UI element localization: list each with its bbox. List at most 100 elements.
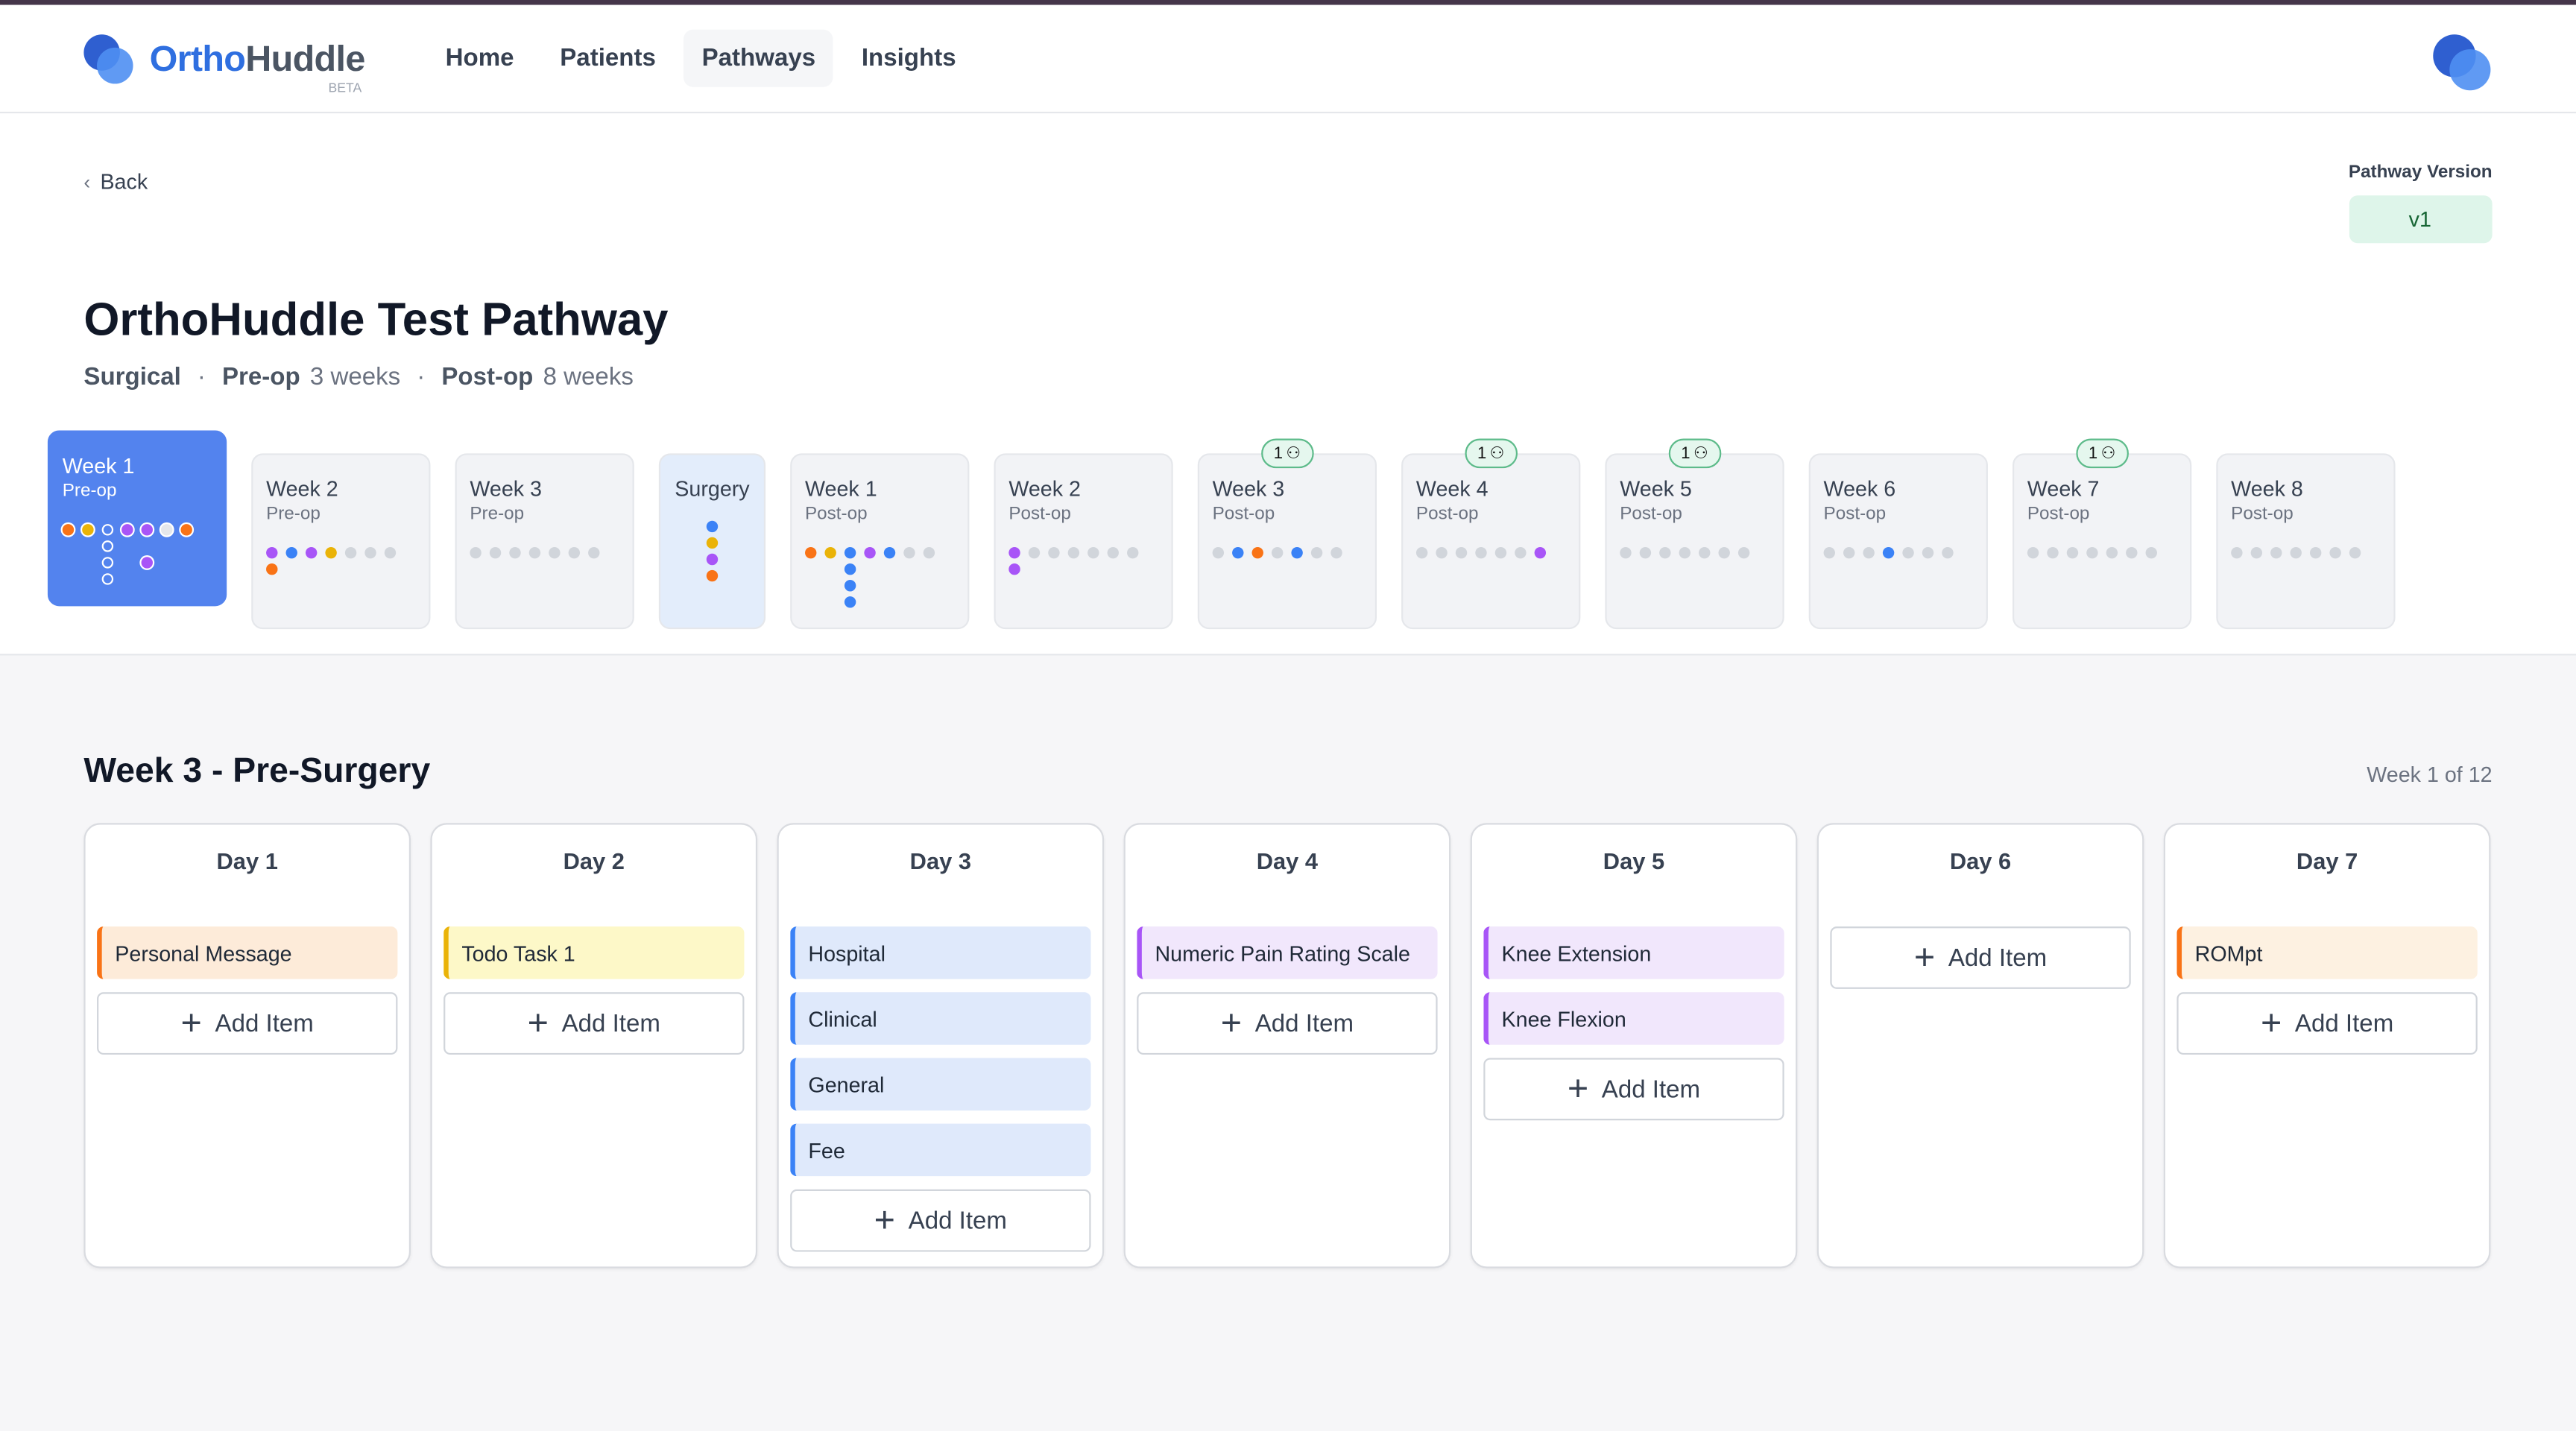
add-item-button[interactable]: + Add Item [1483,1058,1784,1121]
add-item-button[interactable]: + Add Item [1830,926,2131,989]
item-dots [805,546,955,608]
plus-icon: + [1913,936,1936,978]
item-dots [266,546,416,575]
week-card[interactable]: 1 ⚇ Week 7 Post-op [2012,438,2192,630]
pathway-item[interactable]: Fee [790,1123,1091,1177]
add-item-label: Add Item [1254,1009,1354,1037]
day-column: Day 2 Todo Task 1 + Add Item [430,823,758,1269]
item-dot [509,546,521,559]
dot-column [1515,546,1527,559]
pathway-item[interactable]: ROMpt [2176,926,2478,979]
patient-count[interactable]: 1 [2088,444,2098,463]
dot-column [1942,546,1954,559]
pathway-item[interactable]: Clinical [790,992,1091,1045]
dot-column [364,546,376,575]
item-dot [285,546,297,559]
dot-column [2145,546,2157,559]
item-dot [844,596,856,608]
dot-column [528,546,541,559]
item-dot [706,569,719,582]
add-item-button[interactable]: + Add Item [443,992,745,1055]
week-card[interactable]: Week 1 Pre-op [47,430,227,607]
pathway-item[interactable]: Personal Message [97,926,398,979]
week-card[interactable]: Week 6 Post-op [1808,453,1988,630]
back-link[interactable]: ‹ Back [83,169,148,194]
pathway-version-select[interactable]: v1 [2348,195,2492,244]
patient-count-badge: 1 ⚇ [1667,438,1722,469]
nav-patients[interactable]: Patients [560,44,656,72]
patient-count[interactable]: 1 [1273,444,1283,463]
brand-part-ortho: Ortho [149,37,246,78]
dot-column [1436,546,1448,559]
dot-column [141,524,153,585]
item-dot [549,546,561,559]
week-card[interactable]: Week 2 Post-op [994,453,1173,630]
week-card-title: Week 3 [470,476,543,502]
week-card[interactable]: 1 ⚇ Week 4 Post-op [1401,438,1581,630]
item-dot [883,546,896,559]
day-column: Day 4 Numeric Pain Rating Scale + Add Item [1123,823,1451,1269]
nav-insights[interactable]: Insights [861,44,956,72]
add-item-button[interactable]: + Add Item [790,1189,1091,1252]
week-card[interactable]: Week 3 Pre-op [455,453,634,630]
user-avatar[interactable] [2433,34,2492,91]
week-card-phase: Pre-op [470,504,525,525]
pathway-version: Pathway Version v1 [2348,162,2493,244]
dot-column [1048,546,1060,575]
item-dot [1232,546,1244,559]
pathway-item[interactable]: Todo Task 1 [443,926,745,979]
back-label: Back [100,169,148,195]
item-dot [364,546,376,559]
dot-column [509,546,521,559]
nav-home[interactable]: Home [445,44,514,72]
dot-column [1067,546,1080,575]
week-card[interactable]: Week 8 Post-op [2216,453,2396,630]
add-item-button[interactable]: + Add Item [97,992,398,1055]
add-item-button[interactable]: + Add Item [2176,992,2478,1055]
dot-column [1639,546,1652,559]
pathway-item[interactable]: Knee Flexion [1483,992,1784,1045]
dot-column [1699,546,1711,559]
dot-column [2349,546,2361,559]
week-card-title: Week 8 [2231,476,2303,502]
pathway-item[interactable]: Knee Extension [1483,926,1784,979]
patient-count[interactable]: 1 [1681,444,1690,463]
week-card[interactable]: Week 2 Pre-op [251,453,431,630]
day-column: Day 7 ROMpt + Add Item [2163,823,2491,1269]
week-card[interactable]: Week 1 Post-op [790,453,970,630]
item-dots [62,524,212,585]
item-dot [141,524,153,536]
item-dot [1475,546,1487,559]
item-dots [1620,546,1770,559]
item-dot [1087,546,1099,559]
dot-column [161,524,173,585]
pathway-item[interactable]: Numeric Pain Rating Scale [1137,926,1438,979]
dot-column [1863,546,1875,559]
item-dots [1212,546,1363,559]
item-dot [1251,546,1263,559]
logo[interactable]: OrthoHuddle BETA [83,34,366,95]
week-card-title: Surgery [675,476,750,502]
item-dot [1048,546,1060,559]
dot-column [2290,546,2302,559]
nav-pathways[interactable]: Pathways [684,29,834,87]
pathway-item[interactable]: Hospital [790,926,1091,979]
item-dot [1843,546,1855,559]
pathway-item[interactable]: General [790,1058,1091,1111]
week-card[interactable]: 1 ⚇ Week 3 Post-op [1197,438,1377,630]
separator: · [197,363,206,391]
dot-column [82,524,94,585]
logo-icon [83,34,139,83]
patient-count[interactable]: 1 [1477,444,1487,463]
item-dot [305,546,318,559]
day-column: Day 1 Personal Message + Add Item [83,823,411,1269]
item-dot [844,546,856,559]
brand-name: OrthoHuddle [149,37,366,80]
week-card[interactable]: 1 ⚇ Week 5 Post-op [1605,438,1784,630]
week-card[interactable]: Surgery [658,453,766,630]
item-dot [2329,546,2341,559]
add-item-button[interactable]: + Add Item [1137,992,1438,1055]
item-dot [588,546,600,559]
day-columns: Day 1 Personal Message + Add Item Day 2 Todo … [83,823,2491,1269]
users-icon: ⚇ [1693,444,1708,463]
